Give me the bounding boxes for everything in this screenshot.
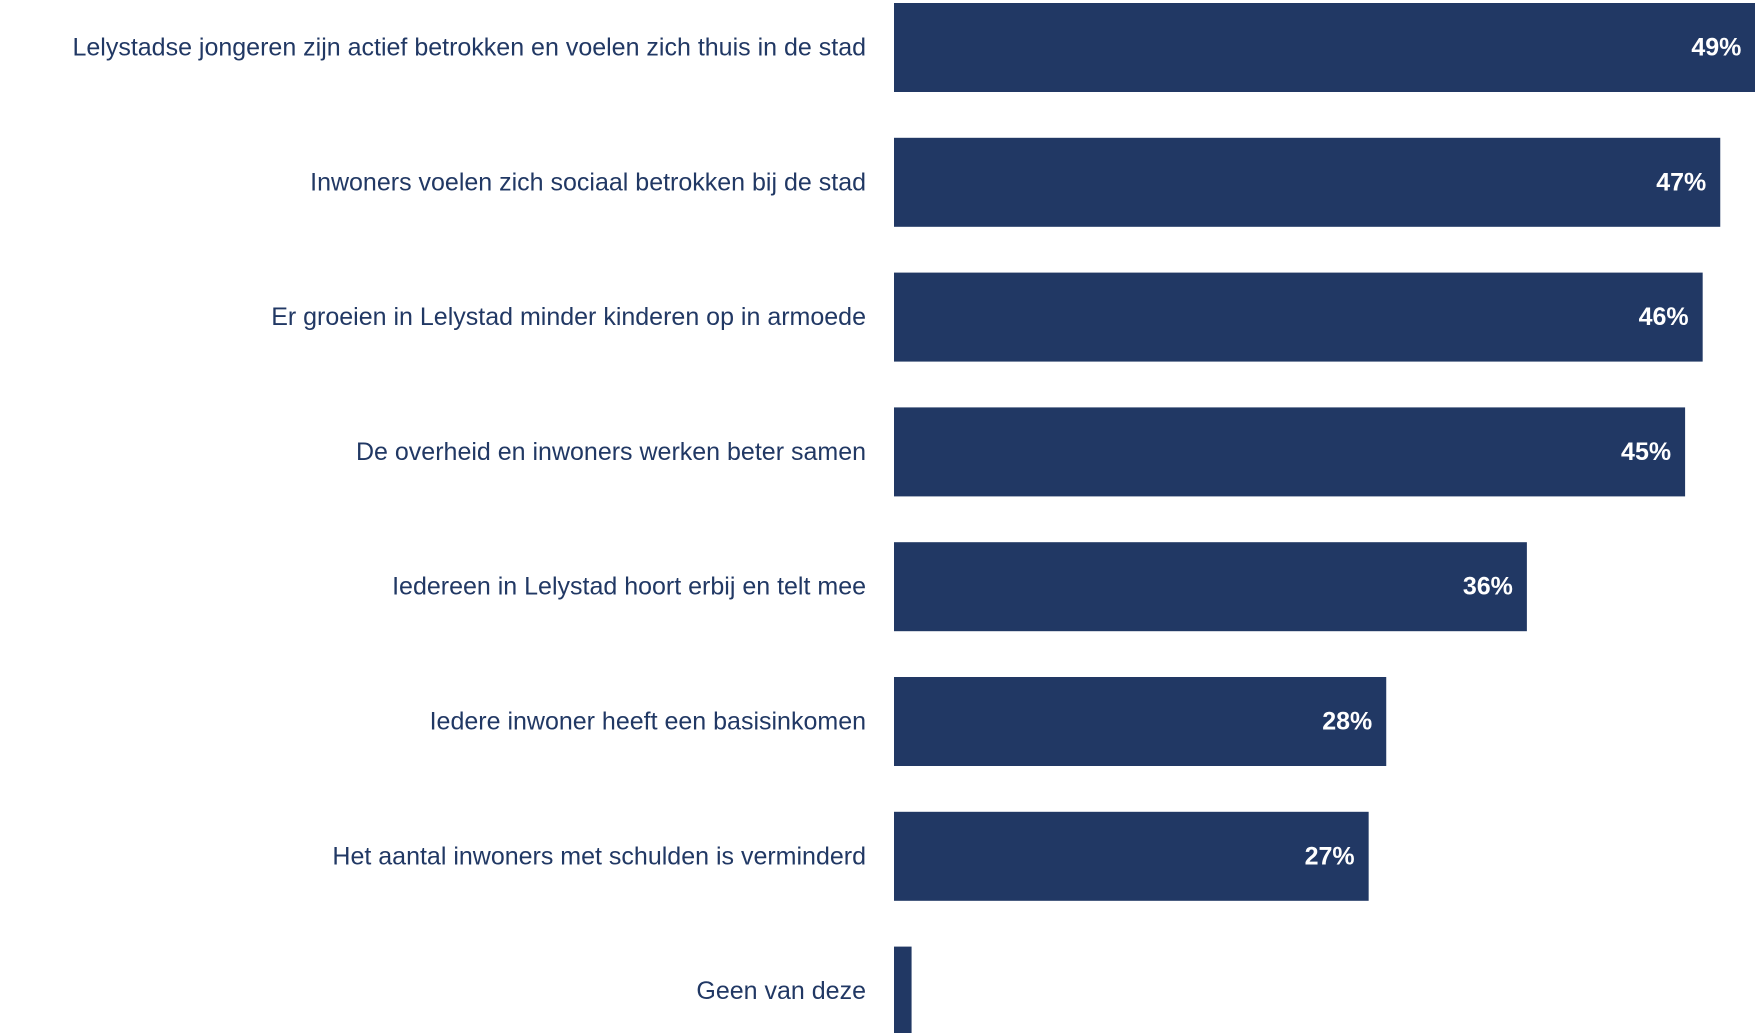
bar xyxy=(894,137,1721,227)
value-label: 36% xyxy=(1463,573,1513,601)
bar xyxy=(894,542,1527,632)
bar xyxy=(894,3,1755,92)
category-label: Lelystadse jongeren zijn actief betrokke… xyxy=(72,34,866,62)
category-label: De overheid en inwoners werken beter sam… xyxy=(356,438,866,466)
value-label: 27% xyxy=(1305,842,1355,870)
bar xyxy=(894,407,1686,497)
category-label: Inwoners voelen zich sociaal betrokken b… xyxy=(310,168,866,196)
value-label: 47% xyxy=(1656,168,1706,196)
value-label: 45% xyxy=(1621,438,1671,466)
value-label: 46% xyxy=(1639,303,1689,331)
category-label: Het aantal inwoners met schulden is verm… xyxy=(332,842,866,870)
bar xyxy=(894,677,1387,766)
category-label: Iedereen in Lelystad hoort erbij en telt… xyxy=(392,573,866,601)
category-label: Geen van deze xyxy=(696,977,866,1005)
bar xyxy=(894,946,912,1033)
value-label: 49% xyxy=(1691,34,1741,62)
category-label: Iedere inwoner heeft een basisinkomen xyxy=(430,708,866,736)
bar xyxy=(894,272,1703,362)
category-label: Er groeien in Lelystad minder kinderen o… xyxy=(271,303,866,331)
value-label: 28% xyxy=(1322,708,1372,736)
bar xyxy=(894,811,1369,901)
